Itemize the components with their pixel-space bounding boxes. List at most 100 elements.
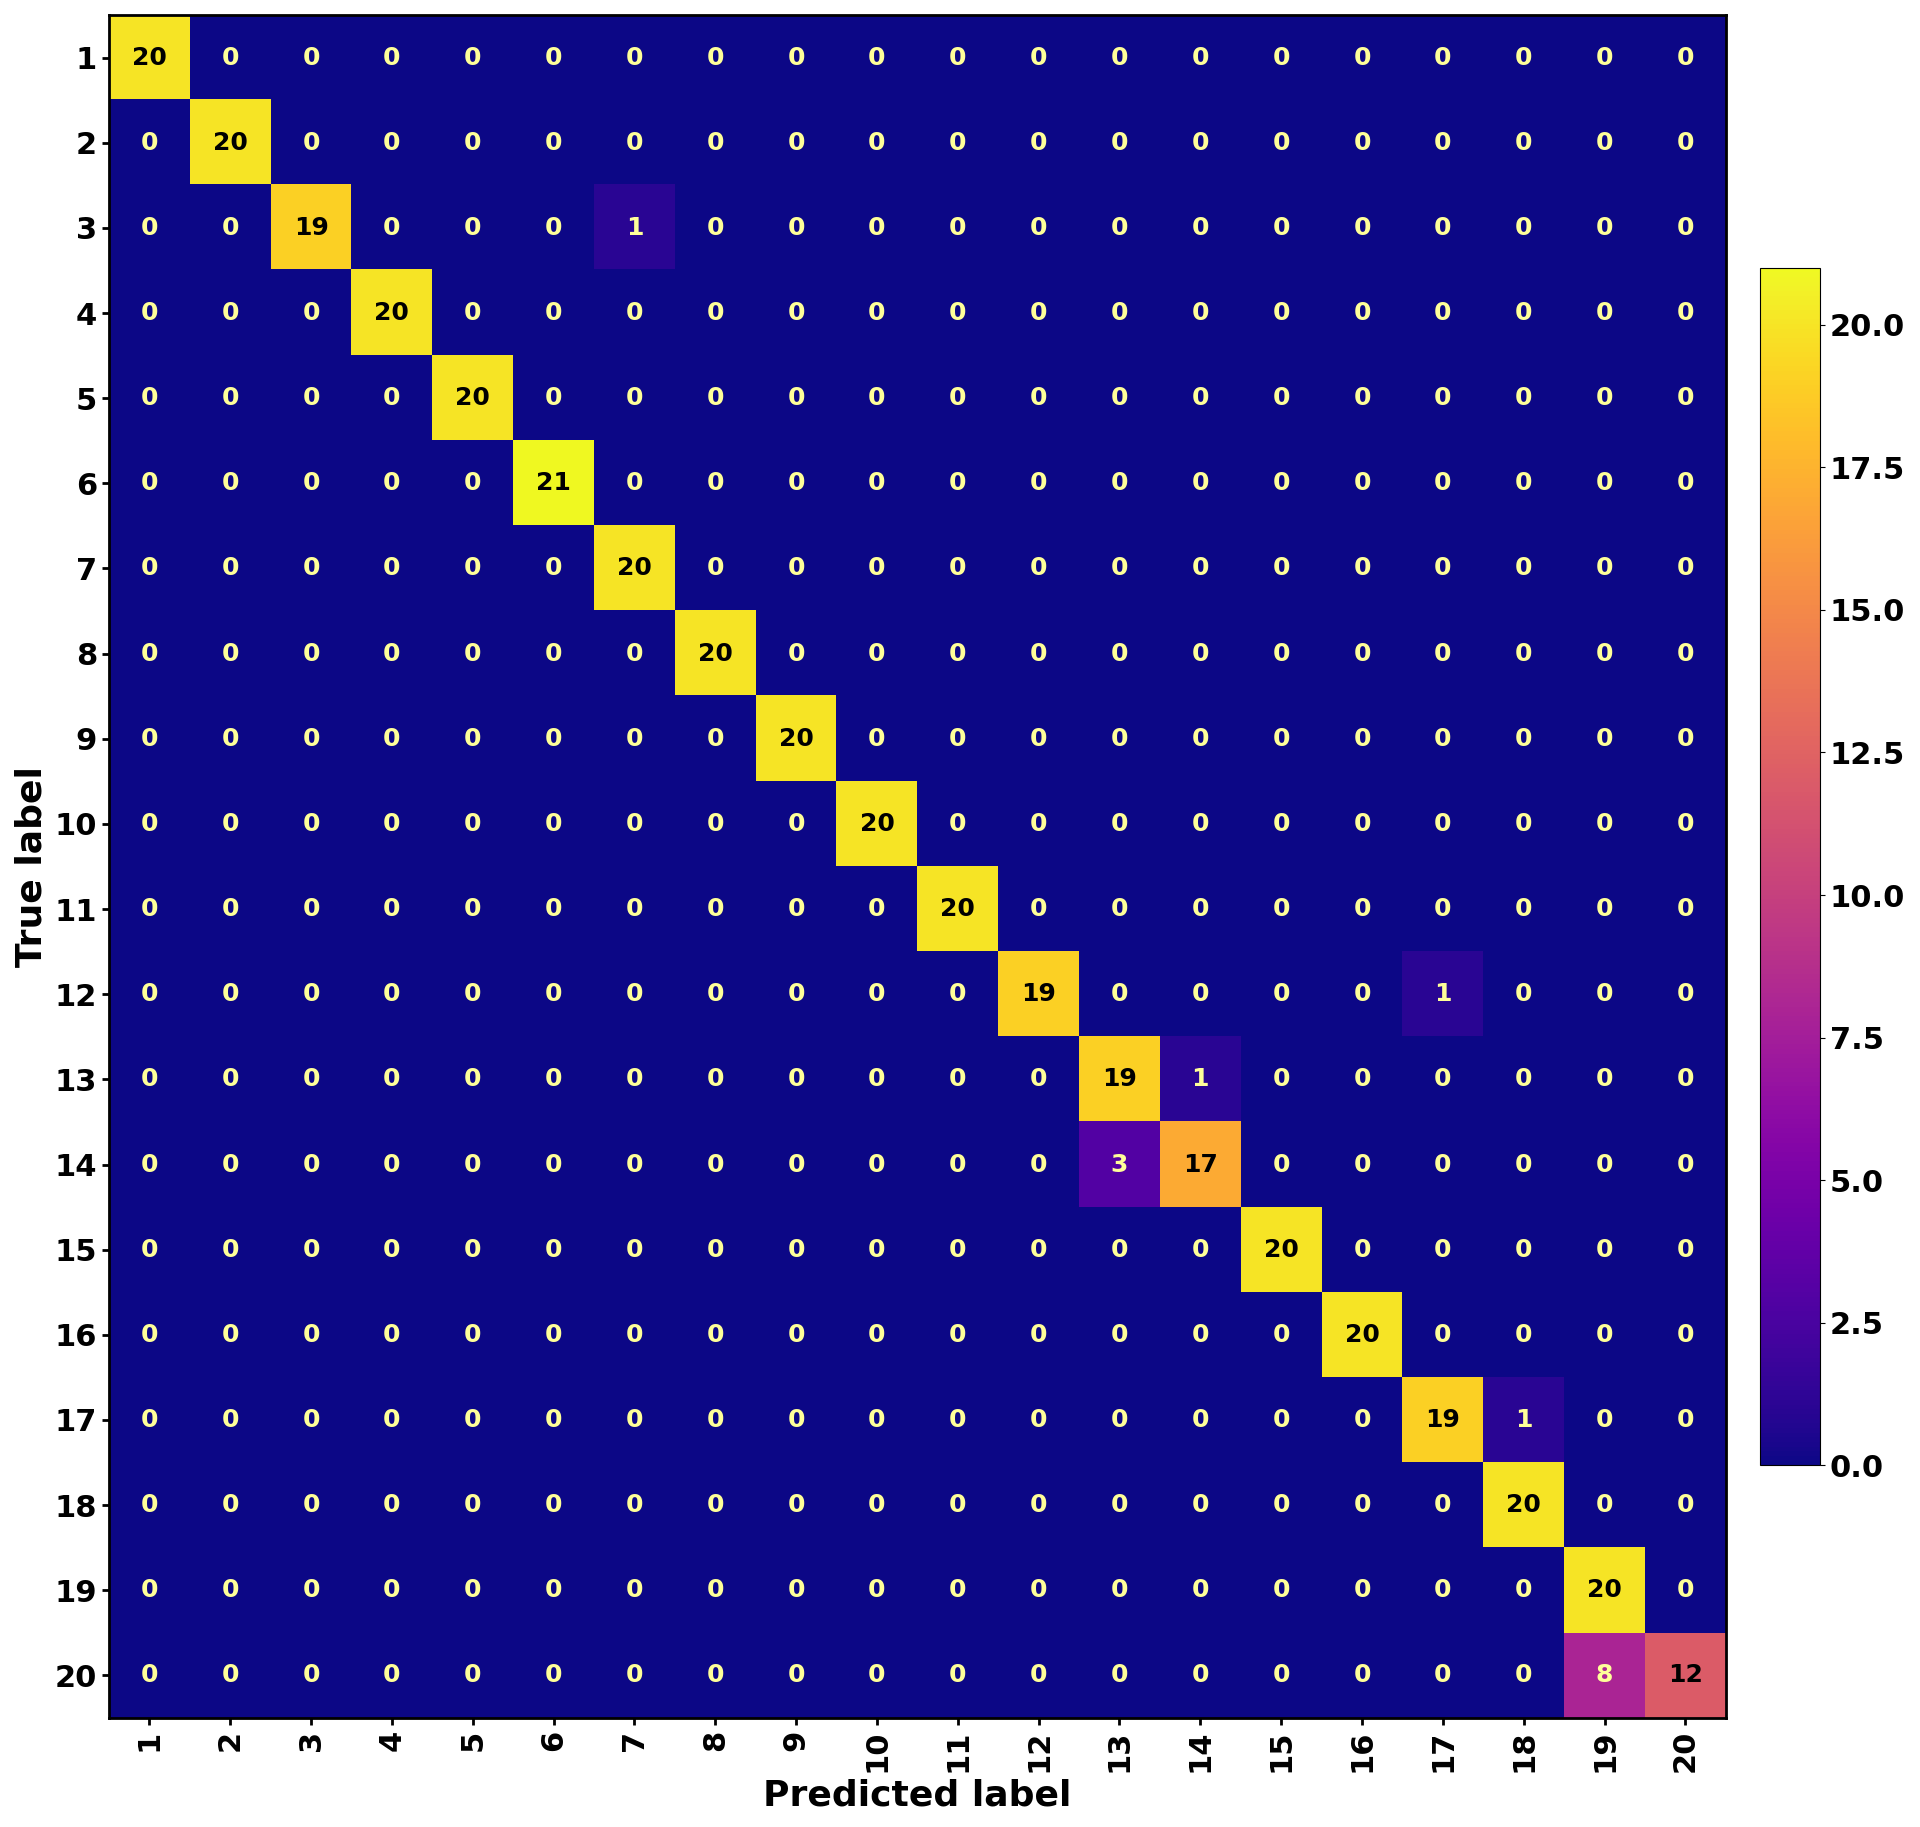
Text: 0: 0 xyxy=(301,132,321,155)
Text: 0: 0 xyxy=(1112,301,1129,325)
Text: 0: 0 xyxy=(545,1493,563,1516)
Text: 0: 0 xyxy=(465,1237,482,1262)
Text: 0: 0 xyxy=(626,1409,643,1432)
Text: 0: 0 xyxy=(465,557,482,581)
Text: 0: 0 xyxy=(868,1579,885,1602)
Text: 0: 0 xyxy=(626,983,643,1007)
Text: 0: 0 xyxy=(868,641,885,665)
Text: 20: 20 xyxy=(616,557,653,581)
Text: 0: 0 xyxy=(1273,46,1290,69)
Text: 0: 0 xyxy=(384,983,401,1007)
Text: 0: 0 xyxy=(1676,1237,1693,1262)
Text: 0: 0 xyxy=(1192,811,1210,837)
Text: 0: 0 xyxy=(707,301,724,325)
Text: 0: 0 xyxy=(301,471,321,495)
Text: 0: 0 xyxy=(1273,471,1290,495)
Text: 0: 0 xyxy=(1354,811,1371,837)
Text: 0: 0 xyxy=(1676,1409,1693,1432)
Text: 0: 0 xyxy=(1029,1237,1048,1262)
Text: 0: 0 xyxy=(1192,1579,1210,1602)
Text: 0: 0 xyxy=(626,132,643,155)
Text: 8: 8 xyxy=(1596,1663,1613,1688)
Text: 0: 0 xyxy=(1434,1067,1452,1091)
Text: 0: 0 xyxy=(1112,557,1129,581)
Text: 0: 0 xyxy=(384,1579,401,1602)
Text: 0: 0 xyxy=(221,1153,238,1177)
Text: 0: 0 xyxy=(1354,1579,1371,1602)
Text: 0: 0 xyxy=(1596,1323,1613,1346)
Text: 0: 0 xyxy=(1354,1409,1371,1432)
Text: 0: 0 xyxy=(384,811,401,837)
Text: 0: 0 xyxy=(1273,641,1290,665)
Text: 0: 0 xyxy=(1596,557,1613,581)
Text: 19: 19 xyxy=(1021,983,1056,1007)
Text: 0: 0 xyxy=(1029,811,1048,837)
Text: 0: 0 xyxy=(221,557,238,581)
Text: 0: 0 xyxy=(1676,1493,1693,1516)
Text: 0: 0 xyxy=(707,811,724,837)
Text: 0: 0 xyxy=(1273,301,1290,325)
Text: 0: 0 xyxy=(1676,897,1693,921)
Text: 19: 19 xyxy=(294,216,328,239)
Text: 0: 0 xyxy=(1676,983,1693,1007)
Text: 0: 0 xyxy=(545,385,563,411)
Text: 0: 0 xyxy=(1112,727,1129,751)
Text: 0: 0 xyxy=(1515,216,1532,239)
Text: 0: 0 xyxy=(1112,983,1129,1007)
Text: 0: 0 xyxy=(1192,385,1210,411)
Text: 0: 0 xyxy=(787,557,804,581)
Text: 0: 0 xyxy=(707,727,724,751)
Text: 0: 0 xyxy=(384,557,401,581)
Text: 0: 0 xyxy=(707,471,724,495)
Text: 0: 0 xyxy=(140,1067,157,1091)
Text: 0: 0 xyxy=(1596,1493,1613,1516)
Text: 0: 0 xyxy=(1515,1153,1532,1177)
Text: 0: 0 xyxy=(545,1237,563,1262)
Text: 0: 0 xyxy=(626,46,643,69)
Text: 0: 0 xyxy=(787,983,804,1007)
Text: 0: 0 xyxy=(1515,385,1532,411)
Text: 0: 0 xyxy=(1596,641,1613,665)
Text: 0: 0 xyxy=(707,1663,724,1688)
Text: 0: 0 xyxy=(868,301,885,325)
Text: 0: 0 xyxy=(626,471,643,495)
Text: 0: 0 xyxy=(626,1579,643,1602)
Text: 0: 0 xyxy=(1515,641,1532,665)
Text: 0: 0 xyxy=(1596,1153,1613,1177)
Text: 0: 0 xyxy=(1273,1323,1290,1346)
Text: 0: 0 xyxy=(301,301,321,325)
Text: 0: 0 xyxy=(1434,727,1452,751)
Text: 20: 20 xyxy=(374,301,409,325)
Text: 0: 0 xyxy=(868,897,885,921)
Text: 0: 0 xyxy=(626,1493,643,1516)
Text: 0: 0 xyxy=(1676,811,1693,837)
Text: 0: 0 xyxy=(1029,1663,1048,1688)
Text: 0: 0 xyxy=(1434,897,1452,921)
Text: 0: 0 xyxy=(1515,132,1532,155)
Text: 0: 0 xyxy=(1676,216,1693,239)
Text: 0: 0 xyxy=(626,301,643,325)
Text: 0: 0 xyxy=(384,1409,401,1432)
Text: 0: 0 xyxy=(1192,46,1210,69)
Text: 0: 0 xyxy=(545,46,563,69)
Text: 0: 0 xyxy=(301,557,321,581)
Text: 0: 0 xyxy=(707,46,724,69)
Text: 0: 0 xyxy=(140,557,157,581)
Text: 0: 0 xyxy=(140,1409,157,1432)
Text: 20: 20 xyxy=(860,811,895,837)
Text: 0: 0 xyxy=(1596,1067,1613,1091)
Text: 0: 0 xyxy=(1515,727,1532,751)
Text: 0: 0 xyxy=(1676,301,1693,325)
Text: 0: 0 xyxy=(1354,385,1371,411)
Text: 0: 0 xyxy=(787,301,804,325)
Text: 0: 0 xyxy=(948,1237,966,1262)
Text: 0: 0 xyxy=(626,385,643,411)
Text: 0: 0 xyxy=(787,1067,804,1091)
Text: 0: 0 xyxy=(948,1409,966,1432)
Text: 0: 0 xyxy=(221,471,238,495)
Text: 0: 0 xyxy=(545,897,563,921)
Text: 0: 0 xyxy=(221,301,238,325)
Text: 20: 20 xyxy=(1507,1493,1542,1516)
Text: 0: 0 xyxy=(948,216,966,239)
Text: 0: 0 xyxy=(1515,1067,1532,1091)
